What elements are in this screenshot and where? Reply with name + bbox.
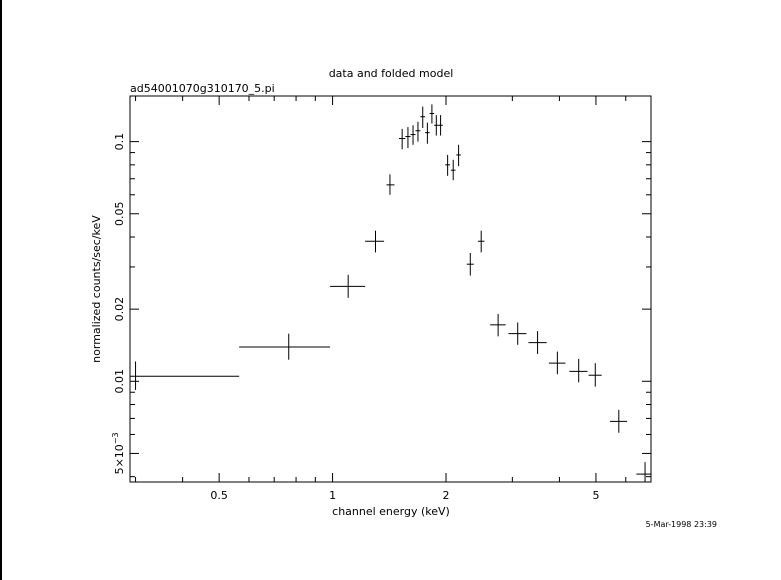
data-point xyxy=(405,127,411,149)
data-point xyxy=(130,361,240,390)
data-point xyxy=(636,462,651,482)
y-tick-label: 5×10−3 xyxy=(111,432,126,474)
chart-subtitle: ad54001070g310170_5.pi xyxy=(130,82,275,95)
x-tick-label: 0.5 xyxy=(210,489,228,502)
plot-frame xyxy=(129,95,652,483)
y-tick-label: 0.01 xyxy=(113,369,126,394)
x-tick-label: 1 xyxy=(329,489,336,502)
data-point xyxy=(365,230,385,253)
data-point xyxy=(415,121,421,142)
chart-title: data and folded model xyxy=(329,67,454,80)
data-point xyxy=(477,230,485,253)
data-point xyxy=(456,144,461,167)
data-point xyxy=(508,322,527,345)
x-tick-label: 5 xyxy=(592,489,599,502)
data-point xyxy=(425,122,430,144)
x-axis-label: channel energy (keV) xyxy=(332,505,450,518)
data-point xyxy=(386,174,395,195)
data-point xyxy=(588,363,602,387)
x-axis-ticks: 0.5 1 2 5 xyxy=(135,96,652,502)
timestamp: 5-Mar-1998 23:39 xyxy=(646,520,717,529)
x-tick-label: 2 xyxy=(442,489,449,502)
data-point xyxy=(398,128,406,150)
data-point xyxy=(490,313,506,337)
y-tick-label: 0.02 xyxy=(113,297,126,322)
data-point xyxy=(438,115,443,136)
y-axis-label: normalized counts/sec/keV xyxy=(90,215,103,363)
data-point xyxy=(330,274,366,298)
y-axis-ticks: 5×10−3 0.01 0.02 0.05 0.1 xyxy=(111,133,651,478)
data-points xyxy=(130,104,651,482)
data-point xyxy=(610,409,628,433)
data-point xyxy=(569,358,588,383)
data-point xyxy=(239,333,331,360)
data-point xyxy=(450,159,456,181)
data-point xyxy=(429,104,435,124)
y-tick-label: 0.1 xyxy=(113,133,126,151)
data-point xyxy=(410,125,416,145)
left-edge-rule xyxy=(0,0,2,580)
data-point xyxy=(548,351,566,375)
data-point xyxy=(445,154,451,176)
data-point xyxy=(466,252,474,276)
y-tick-label: 0.05 xyxy=(113,202,126,227)
data-point xyxy=(434,115,439,136)
data-point xyxy=(528,331,547,354)
data-point xyxy=(420,106,426,128)
